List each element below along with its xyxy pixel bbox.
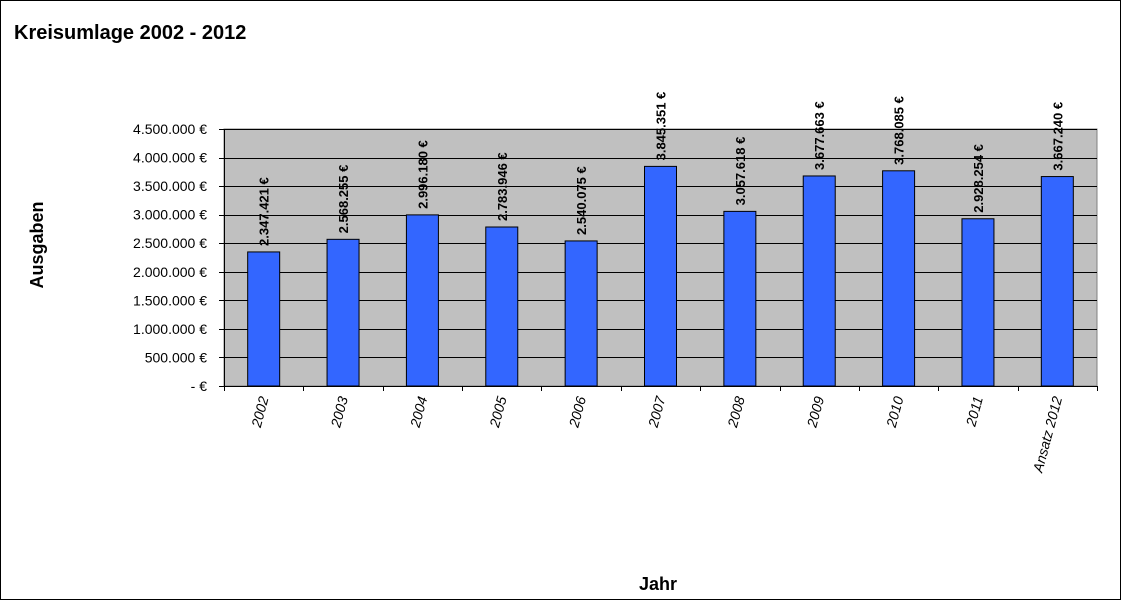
y-tick-label: 4.500.000 € bbox=[133, 121, 207, 137]
x-tick-label: 2011 bbox=[962, 395, 986, 429]
y-axis-label: Ausgaben bbox=[27, 201, 47, 288]
y-tick-label: 500.000 € bbox=[145, 349, 207, 365]
axes bbox=[219, 129, 1098, 391]
x-tick-labels: 2002 2003 2004 2005 2006 2007 2008 2009 2010 2011… bbox=[248, 393, 1065, 474]
bar bbox=[485, 226, 519, 387]
y-tick-labels: - € 500.000 € 1.000.000 € 1.500.000 € 2.000.… bbox=[133, 121, 207, 394]
data-label: 2.996.180 € bbox=[415, 140, 430, 209]
bar bbox=[1040, 176, 1074, 387]
data-label: 2.568.255 € bbox=[336, 165, 351, 234]
y-tick-label: 2.000.000 € bbox=[133, 264, 207, 280]
x-tick-label: 2005 bbox=[486, 394, 510, 429]
bar bbox=[405, 214, 439, 387]
data-label: 3.845.351 € bbox=[654, 92, 669, 161]
y-tick-label: 3.500.000 € bbox=[133, 178, 207, 194]
y-tick-label: 3.000.000 € bbox=[133, 207, 207, 223]
data-label: 2.540.075 € bbox=[574, 166, 589, 235]
x-tick-label: 2007 bbox=[645, 393, 669, 429]
bar bbox=[961, 218, 995, 387]
y-tick-label: 2.500.000 € bbox=[133, 235, 207, 251]
x-tick-label: 2006 bbox=[565, 394, 589, 429]
bar bbox=[644, 165, 677, 387]
bars bbox=[247, 165, 1074, 387]
data-label: 3.667.240 € bbox=[1050, 102, 1065, 171]
data-label: 3.677.663 € bbox=[812, 101, 827, 170]
y-tick-label: 1.000.000 € bbox=[133, 321, 207, 337]
data-label: 3.768.085 € bbox=[892, 96, 907, 165]
x-tick-label: 2002 bbox=[248, 394, 272, 429]
data-label: 3.057.618 € bbox=[733, 137, 748, 206]
chart-title: Kreisumlage 2002 - 2012 bbox=[14, 22, 247, 44]
bar bbox=[564, 240, 598, 387]
x-tick-label: 2004 bbox=[407, 394, 431, 429]
x-tick-label: 2008 bbox=[724, 394, 748, 429]
y-tick-label: - € bbox=[191, 378, 208, 394]
y-tick-label: 4.000.000 € bbox=[133, 150, 207, 166]
data-label: 2.928.254 € bbox=[971, 144, 986, 213]
bar bbox=[802, 175, 836, 387]
data-label: 2.347.421 € bbox=[257, 177, 272, 246]
x-tick-label: 2009 bbox=[803, 394, 827, 429]
data-labels: 2.347.421 € 2.568.255 € 2.996.180 € 2.783.9… bbox=[257, 92, 1066, 246]
x-axis-label: Jahr bbox=[639, 574, 677, 594]
bar bbox=[326, 238, 360, 387]
x-tick-label: 2003 bbox=[327, 394, 351, 429]
bar bbox=[723, 210, 757, 387]
y-tick-label: 1.500.000 € bbox=[133, 292, 207, 308]
bar bbox=[247, 251, 281, 387]
x-tick-label: Ansatz 2012 bbox=[1029, 394, 1065, 474]
data-label: 2.783.946 € bbox=[495, 152, 510, 221]
bar bbox=[882, 170, 916, 387]
x-tick-label: 2010 bbox=[883, 394, 907, 429]
